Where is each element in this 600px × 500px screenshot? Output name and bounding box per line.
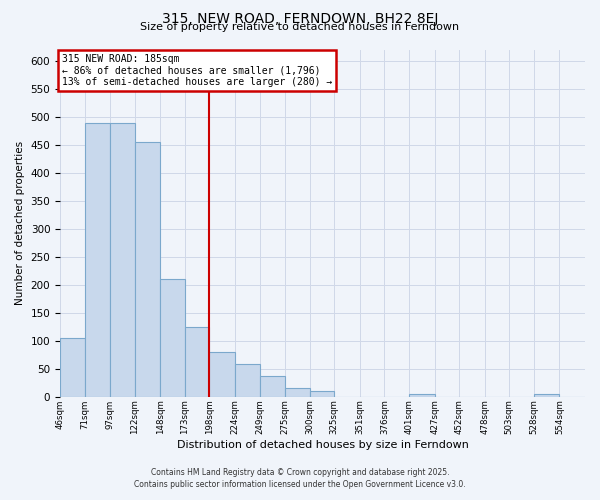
Bar (534, 394, 559, 397)
Text: 315 NEW ROAD: 185sqm
← 86% of detached houses are smaller (1,796)
13% of semi-de: 315 NEW ROAD: 185sqm ← 86% of detached h… (62, 54, 332, 87)
Text: 315, NEW ROAD, FERNDOWN, BH22 8EJ: 315, NEW ROAD, FERNDOWN, BH22 8EJ (162, 12, 438, 26)
Bar (235, 364, 260, 397)
Bar (60, 338, 85, 397)
Bar (285, 388, 310, 397)
Text: Size of property relative to detached houses in Ferndown: Size of property relative to detached ho… (140, 22, 460, 32)
Y-axis label: Number of detached properties: Number of detached properties (15, 142, 25, 306)
Bar (185, 327, 209, 397)
Text: Contains HM Land Registry data © Crown copyright and database right 2025.
Contai: Contains HM Land Registry data © Crown c… (134, 468, 466, 489)
Bar (135, 142, 160, 397)
Bar (85, 122, 110, 397)
Bar (110, 122, 135, 397)
Bar (209, 352, 235, 397)
Bar (160, 280, 185, 397)
Bar (310, 391, 334, 397)
X-axis label: Distribution of detached houses by size in Ferndown: Distribution of detached houses by size … (176, 440, 469, 450)
Bar (260, 376, 285, 397)
Bar (409, 394, 434, 397)
